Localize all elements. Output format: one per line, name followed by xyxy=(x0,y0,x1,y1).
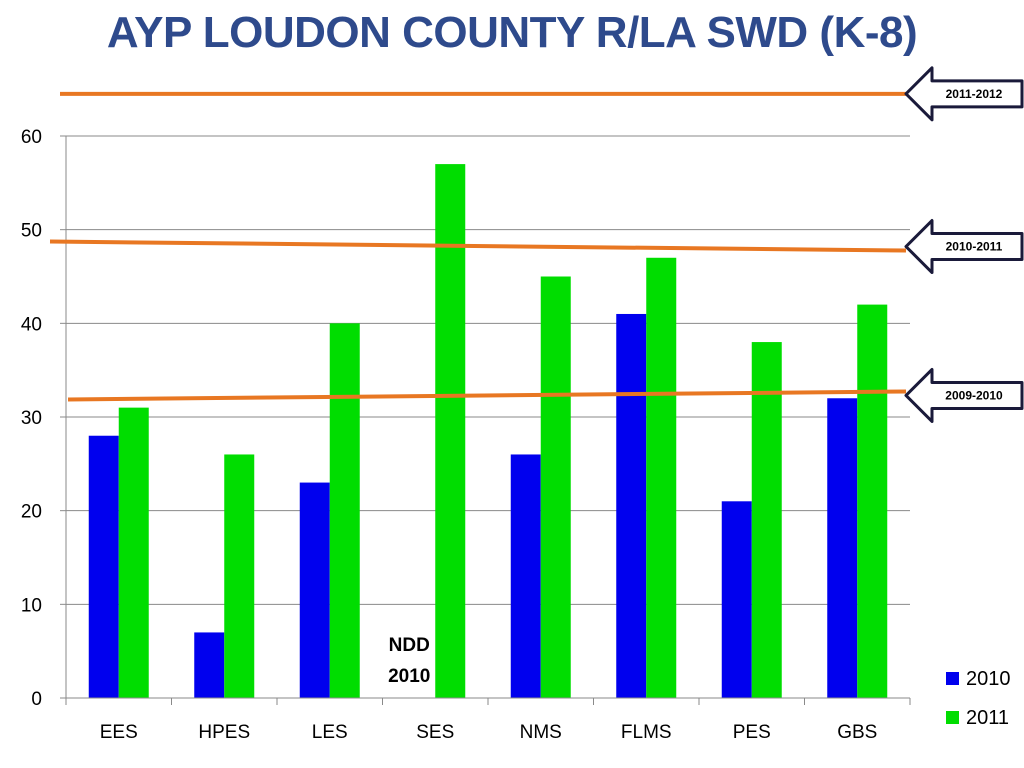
legend: 2010 2011 xyxy=(946,668,1011,729)
y-tick-label-30: 30 xyxy=(21,408,42,429)
slide-title: AYP LOUDON COUNTY R/LA SWD (K-8) xyxy=(106,8,918,57)
y-tick-label-10: 10 xyxy=(21,595,42,616)
legend-label-2011: 2011 xyxy=(966,707,1009,729)
y-tick-label-40: 40 xyxy=(21,314,42,335)
target-line-2009-2010 xyxy=(67,389,907,402)
arrow-label-2011-2012: 2011-2012 xyxy=(946,87,1003,101)
target-lines-layer: 2011-2012 2010-2011 2009-2010 xyxy=(49,66,1024,423)
bar-2010-gbs xyxy=(827,398,858,698)
bar-2011-gbs xyxy=(857,304,888,698)
bar-2011-ses xyxy=(435,164,466,699)
x-tick-label-les: LES xyxy=(312,722,348,743)
y-tick-label-60: 60 xyxy=(21,127,42,148)
x-tick-label-flms: FLMS xyxy=(621,722,672,743)
grid-layer xyxy=(66,135,910,605)
bar-2010-ees xyxy=(88,435,119,698)
arrow-callout-2009-2010 xyxy=(904,367,1024,423)
bars-layer xyxy=(88,164,888,699)
annotation-2010: 2010 xyxy=(388,666,430,687)
x-tick-label-pes: PES xyxy=(733,722,771,743)
target-line-2010-2011 xyxy=(49,239,907,253)
x-tick-label-hpes: HPES xyxy=(198,722,250,743)
annotation-layer: NDD 2010 xyxy=(388,635,430,687)
arrow-label-2009-2010: 2009-2010 xyxy=(945,388,1003,402)
y-tick-label-20: 20 xyxy=(21,502,42,523)
bar-2011-flms xyxy=(646,257,677,698)
legend-swatch-2010 xyxy=(946,672,959,685)
bar-2010-hpes xyxy=(194,632,225,698)
x-tick-label-ees: EES xyxy=(100,722,138,743)
annotation-ndd: NDD xyxy=(389,635,430,656)
legend-swatch-2011 xyxy=(946,711,959,724)
bar-2011-les xyxy=(329,323,360,698)
bar-2011-pes xyxy=(751,342,782,698)
y-tick-label-50: 50 xyxy=(21,221,42,242)
bar-2010-pes xyxy=(721,501,752,698)
axis-layer: 0 10 20 30 40 50 60 EES HPES LES SES NMS FLMS PES GBS xyxy=(21,127,911,743)
bar-2010-les xyxy=(299,482,330,698)
bar-2011-hpes xyxy=(224,454,255,698)
bar-2011-nms xyxy=(540,276,571,698)
y-tick-label-0: 0 xyxy=(31,689,42,710)
arrow-callout-2011-2012 xyxy=(904,66,1024,122)
arrow-callout-2010-2011 xyxy=(904,219,1024,275)
legend-label-2010: 2010 xyxy=(966,668,1011,690)
x-tick-label-ses: SES xyxy=(416,722,454,743)
x-tick-label-gbs: GBS xyxy=(837,722,877,743)
bar-2011-ees xyxy=(118,407,149,698)
bar-2010-flms xyxy=(616,313,647,698)
x-tick-label-nms: NMS xyxy=(520,722,562,743)
bar-2010-nms xyxy=(510,454,541,698)
arrow-label-2010-2011: 2010-2011 xyxy=(946,240,1003,254)
